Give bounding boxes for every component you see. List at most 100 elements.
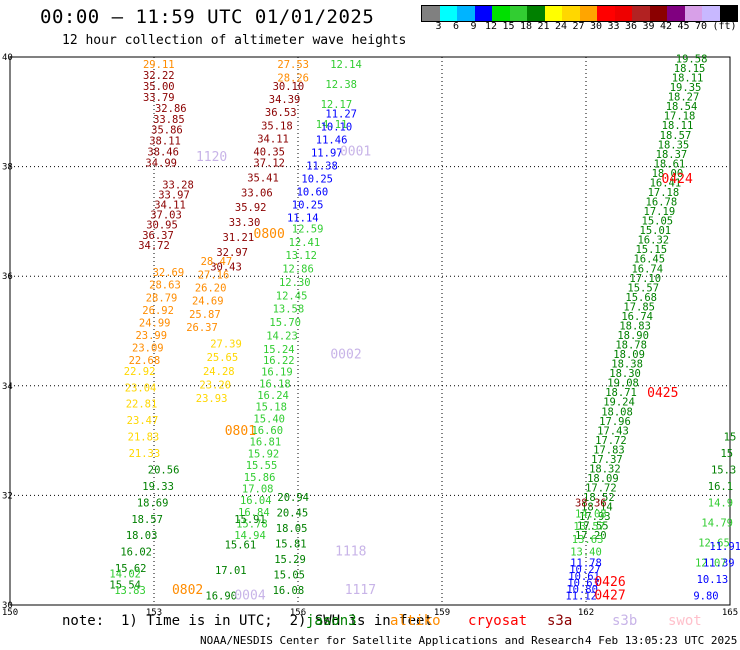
swh-value-label: 15.05 — [642, 216, 674, 228]
swh-value-label: 12.45 — [276, 290, 308, 302]
swh-value-label: 15.01 — [640, 225, 672, 237]
colorbar-labels: 3 6 9 12 15 18 21 24 27 30 33 36 39 42 45 70 (ft) — [421, 21, 740, 33]
colorbar-label: 24 — [554, 21, 568, 32]
pass-label: 0424 — [662, 172, 693, 187]
swh-value-label: 35.00 — [143, 81, 175, 93]
swh-value-label: 30.43 — [210, 262, 242, 274]
swh-value-label: 21.33 — [129, 448, 161, 460]
swh-value-label: 12.07 — [695, 558, 727, 570]
swh-value-label: 35.18 — [261, 120, 293, 132]
mission-legend-jason3: jason3 — [306, 613, 357, 629]
swh-value-label: 30.95 — [146, 220, 178, 232]
colorbar-swatch — [544, 6, 562, 21]
swh-value-label: 12.65 — [698, 538, 730, 550]
swh-value-label: 18.11 — [662, 120, 694, 132]
x-tick-label: 159 — [434, 608, 450, 618]
swh-value-label: 31.21 — [223, 232, 255, 244]
swh-value-label: 17.96 — [599, 416, 631, 428]
swh-value-label: 17.01 — [215, 565, 247, 577]
swh-value-label: 18.30 — [609, 368, 641, 380]
swh-value-label: 24.28 — [203, 366, 235, 378]
swh-value-label: 11.14 — [287, 212, 319, 224]
mission-legend: jason3 altiko cryosat s3a s3b swot — [0, 613, 740, 631]
swh-value-label: 16.78 — [646, 197, 678, 209]
swh-value-label: 16.74 — [621, 311, 653, 323]
swh-value-label: 36.53 — [265, 107, 297, 119]
swh-value-label: 33.28 — [162, 180, 194, 192]
swh-value-label: 16.84 — [238, 507, 270, 519]
swh-value-label: 18.83 — [619, 320, 651, 332]
swh-value-label: 13.40 — [570, 547, 602, 559]
colorbar-swatch — [579, 6, 597, 21]
swh-value-label: 19.58 — [676, 53, 708, 65]
swh-value-label: 15 — [724, 432, 737, 444]
y-tick-label: 34 — [2, 382, 13, 392]
colorbar-label: 6 — [452, 21, 460, 32]
swh-value-label: 25.87 — [189, 309, 221, 321]
pass-label: 0801 — [225, 424, 256, 439]
swh-value-label: 33.79 — [143, 92, 175, 104]
swh-value-label: 11.38 — [306, 160, 338, 172]
swh-value-label: 11.78 — [570, 558, 602, 570]
swh-value-label: 21.83 — [128, 432, 160, 444]
pass-label: 0802 — [172, 583, 203, 598]
swh-value-label: 23.99 — [135, 330, 167, 342]
swh-value-label: 12.30 — [279, 277, 311, 289]
swh-value-label: 17.72 — [595, 435, 627, 447]
pass-label: 1117 — [345, 583, 376, 598]
colorbar-label: 15 — [502, 21, 515, 32]
swh-value-label: 15.24 — [263, 344, 295, 356]
colorbar-label: 33 — [607, 21, 620, 32]
colorbar-swatch — [527, 6, 545, 21]
swh-value-label: 27.53 — [277, 59, 309, 71]
swh-value-label: 11.46 — [316, 134, 348, 146]
swh-value-label: 38.36 — [575, 497, 607, 509]
pass-label: 0004 — [234, 589, 265, 604]
swh-value-label: 15.86 — [244, 472, 276, 484]
swh-value-label: 12.38 — [325, 79, 357, 91]
swh-value-label: 16.74 — [631, 263, 663, 275]
swh-value-label: 16.45 — [633, 254, 665, 266]
colorbar-swatch — [439, 6, 457, 21]
y-tick-label: 38 — [2, 163, 13, 173]
swh-value-label: 38.46 — [147, 147, 179, 159]
swh-value-label: 32.22 — [143, 70, 175, 82]
swh-value-label: 14.94 — [234, 530, 266, 542]
swh-value-label: 14.9 — [708, 497, 733, 509]
swh-value-label: 16.08 — [273, 585, 305, 597]
swh-value-label: 14.02 — [109, 569, 141, 581]
swh-value-label: 16.60 — [251, 425, 283, 437]
colorbar-swatch — [684, 6, 702, 21]
swh-value-label: 32.86 — [155, 103, 187, 115]
colorbar-label: 36 — [624, 21, 638, 32]
swh-value-label: 24.99 — [139, 317, 171, 329]
swh-value-label: 10.61 — [568, 571, 600, 583]
colorbar-swatch — [457, 6, 475, 21]
swh-value-label: 18.00 — [652, 168, 684, 180]
x-tick-label: 162 — [578, 608, 594, 618]
colorbar-swatch — [509, 6, 527, 21]
swh-value-label: 15.91 — [234, 514, 266, 526]
swh-value-label: 16.41 — [650, 177, 682, 189]
y-tick-label: 30 — [2, 601, 13, 611]
pass-label: 0800 — [254, 227, 285, 242]
swh-value-label: 32.69 — [153, 267, 185, 279]
colorbar-swatch — [649, 6, 667, 21]
swh-value-label: 19.35 — [670, 82, 702, 94]
swh-value-label: 12.59 — [292, 223, 324, 235]
swh-value-label: 16.24 — [257, 390, 289, 402]
swh-value-label: 18.09 — [587, 473, 619, 485]
swh-value-label: 17.18 — [664, 111, 696, 123]
swh-value-label: 26.92 — [142, 305, 174, 317]
y-tick-label: 36 — [2, 272, 13, 282]
swh-value-label: 14.23 — [266, 331, 298, 343]
swh-value-label: 15.15 — [635, 244, 667, 256]
swh-value-label: 18.57 — [131, 514, 163, 526]
swh-value-label: 17.37 — [591, 454, 623, 466]
swh-value-label: 15.40 — [253, 413, 285, 425]
colorbar-swatch — [422, 6, 440, 21]
swh-value-label: 22.81 — [126, 399, 158, 411]
colorbar-label: 70 — [694, 21, 708, 32]
